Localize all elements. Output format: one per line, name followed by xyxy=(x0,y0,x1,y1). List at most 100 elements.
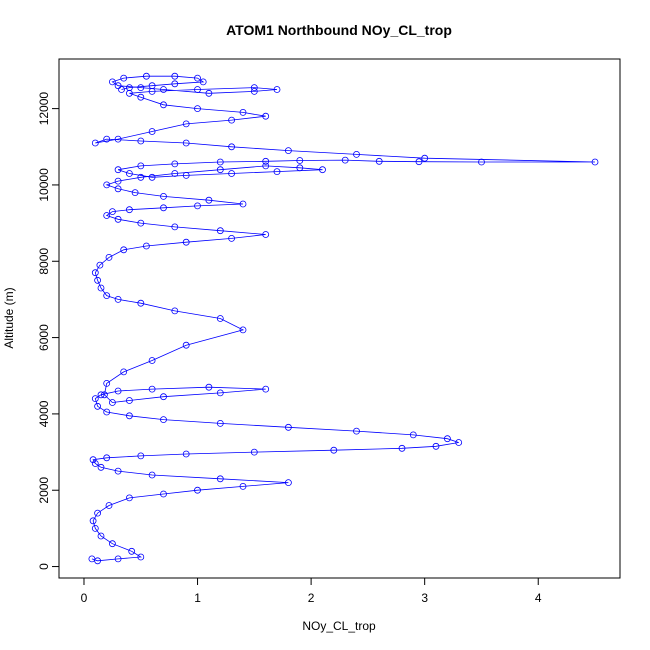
data-point xyxy=(160,204,167,212)
data-point xyxy=(114,185,122,193)
data-point xyxy=(182,139,190,147)
data-point xyxy=(341,156,349,164)
data-point xyxy=(330,446,338,454)
x-tick-label: 0 xyxy=(81,591,88,605)
data-point xyxy=(118,86,125,93)
data-point xyxy=(128,547,136,555)
y-axis-label: Altitude (m) xyxy=(2,287,16,348)
y-tick-label: 6000 xyxy=(37,324,51,351)
x-tick-label: 4 xyxy=(535,591,542,605)
data-point xyxy=(91,139,99,147)
data-point xyxy=(114,177,122,185)
data-point xyxy=(142,72,150,80)
data-point xyxy=(182,450,190,458)
series-line xyxy=(91,75,596,562)
data-point xyxy=(114,295,122,303)
data-point xyxy=(109,540,116,548)
data-point xyxy=(114,555,122,563)
data-point xyxy=(114,215,122,223)
data-point xyxy=(478,158,485,166)
data-point xyxy=(262,385,270,393)
data-point xyxy=(228,143,236,151)
data-point xyxy=(97,532,105,540)
data-point xyxy=(120,368,128,376)
data-point xyxy=(216,475,224,483)
data-point xyxy=(262,112,270,120)
data-point xyxy=(105,253,113,261)
data-point xyxy=(194,74,201,82)
x-tick-label: 2 xyxy=(308,591,315,605)
data-point xyxy=(182,171,190,179)
data-point xyxy=(250,84,258,91)
data-point xyxy=(125,206,133,214)
data-point xyxy=(137,219,145,227)
data-point xyxy=(101,391,108,399)
data-point xyxy=(262,231,270,238)
data-point xyxy=(97,391,105,399)
data-point xyxy=(216,166,224,174)
data-point xyxy=(250,88,258,95)
data-point xyxy=(131,189,139,197)
data-point xyxy=(103,379,111,387)
data-point xyxy=(421,154,429,162)
data-point xyxy=(284,479,292,487)
data-point xyxy=(205,196,213,204)
x-axis-label: NOy_CL_trop xyxy=(302,619,376,633)
data-point xyxy=(160,192,167,200)
data-point xyxy=(148,82,156,90)
data-point xyxy=(137,452,145,460)
data-point xyxy=(137,162,145,170)
data-point xyxy=(273,168,281,176)
data-point xyxy=(125,397,133,404)
data-point xyxy=(142,242,150,250)
data-point xyxy=(160,416,167,424)
data-point xyxy=(94,402,101,410)
data-point xyxy=(96,261,104,269)
data-point xyxy=(94,276,101,284)
data-point xyxy=(375,157,383,165)
data-marks xyxy=(88,72,599,565)
x-tick-label: 1 xyxy=(194,591,201,605)
data-point xyxy=(182,341,190,349)
data-point xyxy=(160,490,167,498)
data-point xyxy=(97,463,105,471)
data-point xyxy=(216,315,224,322)
data-point xyxy=(353,150,360,158)
data-point xyxy=(239,200,247,208)
y-tick-label: 12000 xyxy=(37,92,51,126)
data-point xyxy=(109,399,116,406)
data-point xyxy=(284,423,292,431)
data-point xyxy=(171,307,179,315)
data-point xyxy=(137,84,145,91)
data-point xyxy=(228,116,236,124)
data-point xyxy=(89,517,97,525)
data-point xyxy=(205,89,213,97)
data-point xyxy=(97,284,105,292)
data-point xyxy=(103,292,111,300)
data-point xyxy=(443,435,451,443)
data-point xyxy=(216,389,224,397)
data-point xyxy=(148,173,156,181)
data-point xyxy=(239,326,247,334)
data-point xyxy=(94,509,101,517)
data-point xyxy=(273,86,281,93)
data-point xyxy=(171,160,179,168)
data-point xyxy=(125,412,133,420)
data-point xyxy=(125,170,133,177)
data-point xyxy=(160,393,167,401)
data-point xyxy=(103,135,111,143)
data-point xyxy=(194,202,201,210)
data-point xyxy=(171,72,179,80)
y-tick-label: 10000 xyxy=(37,168,51,202)
data-point xyxy=(415,158,423,166)
data-point xyxy=(114,387,122,395)
data-point xyxy=(114,166,122,174)
data-point xyxy=(199,78,207,86)
data-point xyxy=(125,84,133,91)
y-tick-label: 0 xyxy=(37,563,51,570)
x-tick-label: 3 xyxy=(421,591,428,605)
data-point xyxy=(137,93,145,101)
data-point xyxy=(137,553,145,561)
data-point xyxy=(103,212,111,219)
data-point xyxy=(432,442,440,450)
